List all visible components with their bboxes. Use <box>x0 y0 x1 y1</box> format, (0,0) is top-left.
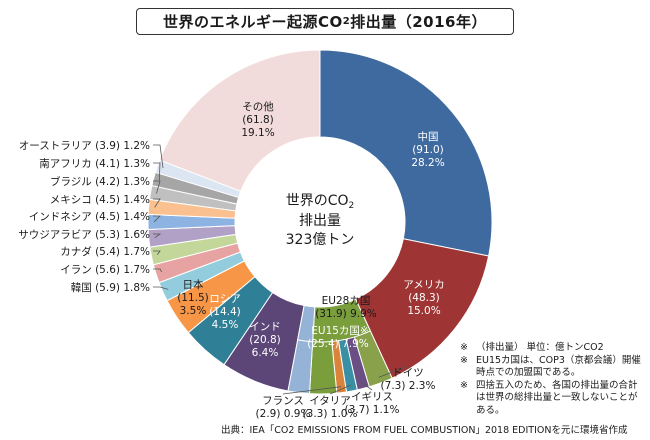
leader-line <box>153 250 161 256</box>
leader-line <box>153 198 161 208</box>
outside-label: 韓国 (5.9) 1.8% <box>71 282 150 294</box>
center-line2: 排出量 <box>299 213 341 229</box>
eu-label: (25.4) 7.9% <box>307 338 369 350</box>
slice-label: ロシア(14.4) 4.5% <box>209 293 241 331</box>
chart-title-main: 世界のエネルギー起源CO <box>163 13 343 31</box>
slice-label: インド(20.8) 6.4% <box>249 321 281 359</box>
leader-line <box>361 382 373 391</box>
outside-label: オーストラリア (3.9) 1.2% <box>19 140 150 152</box>
outside-label: インドネシア (4.5) 1.4% <box>29 211 150 223</box>
outside-label: ブラジル (4.2) 1.3% <box>50 175 150 188</box>
leader-lines <box>153 144 409 395</box>
slice-20 <box>158 49 321 192</box>
chart-title: 世界のエネルギー起源CO 2 排出量（2016年） <box>136 8 514 35</box>
slice-label: 日本(11.5) 3.5% <box>177 278 209 317</box>
leader-line <box>378 365 409 378</box>
note-text: EU15カ国は、COP3（京都会議）開催時点での加盟国である。 <box>476 354 641 379</box>
bottom-label: フランス(2.9) 0.9% <box>256 395 311 420</box>
eu-label: EU28カ国 <box>322 295 371 307</box>
note-item: ※ EU15カ国は、COP3（京都会議）開催時点での加盟国である。 <box>460 355 646 380</box>
leader-line <box>282 386 341 395</box>
slice-label: 中国(91.0) 28.2% <box>411 130 444 169</box>
leader-line <box>329 384 351 395</box>
chart-title-sub: 2 <box>342 16 351 27</box>
center-line1: 世界のCO <box>286 193 349 209</box>
note-text: （排出量） 単位：億トンCO2 <box>476 342 604 353</box>
leader-line <box>153 286 169 290</box>
eu-label: EU15カ国※ <box>311 325 368 337</box>
slice-labels: 中国(91.0) 28.2% アメリカ(48.3) 15.0% インド(20.8) 6.4… <box>18 100 444 420</box>
slice-label: その他(61.8) 19.1% <box>241 100 274 139</box>
leader-line <box>153 215 161 223</box>
note-text: 四捨五入のため、各国の排出量の合計は世界の総排出量と一致しないことがある。 <box>476 379 638 416</box>
outside-label: サウジアラビア (5.3) 1.6% <box>18 229 150 241</box>
slice-label: アメリカ(48.3) 15.0% <box>403 279 444 317</box>
center-label: 世界のCO2 排出量 323億トン <box>286 193 355 248</box>
slice-0 <box>319 49 493 257</box>
bottom-label: イギリス(3.7) 1.1% <box>345 391 400 416</box>
outside-label: 南アフリカ (4.1) 1.3% <box>39 157 150 170</box>
leader-line <box>153 268 163 273</box>
bottom-label: イタリア(3.3) 1.0% <box>303 395 358 420</box>
note-item: ※ 四捨五入のため、各国の排出量の合計は世界の総排出量と一致しないことがある。 <box>460 380 646 418</box>
leader-line <box>153 144 164 169</box>
outside-label: カナダ (5.4) 1.7% <box>60 245 150 258</box>
eu28-band <box>297 304 316 343</box>
leader-line <box>153 162 161 181</box>
source-text: 出典：IEA「CO2 EMISSIONS FROM FUEL COMBUSTIO… <box>221 425 628 436</box>
center-line3: 323億トン <box>286 232 355 248</box>
eu-label: (31.9) 9.9% <box>315 308 377 320</box>
notes: ※ （排出量） 単位：億トンCO2 ※ EU15カ国は、COP3（京都会議）開催時点… <box>460 342 646 417</box>
center-line1-sub: 2 <box>349 201 355 211</box>
bottom-label: ドイツ(7.3) 2.3% <box>381 367 436 392</box>
outside-label: メキシコ (4.5) 1.4% <box>50 194 150 206</box>
chart-title-tail: 排出量（2016年） <box>350 13 487 31</box>
leader-line <box>153 233 162 239</box>
outside-label: イラン (5.6) 1.7% <box>60 264 150 276</box>
note-item: ※ （排出量） 単位：億トンCO2 <box>460 342 604 353</box>
svg-text:世界のCO2: 世界のCO2 <box>286 193 355 211</box>
leader-line <box>153 180 161 194</box>
eu-ring <box>297 298 371 343</box>
